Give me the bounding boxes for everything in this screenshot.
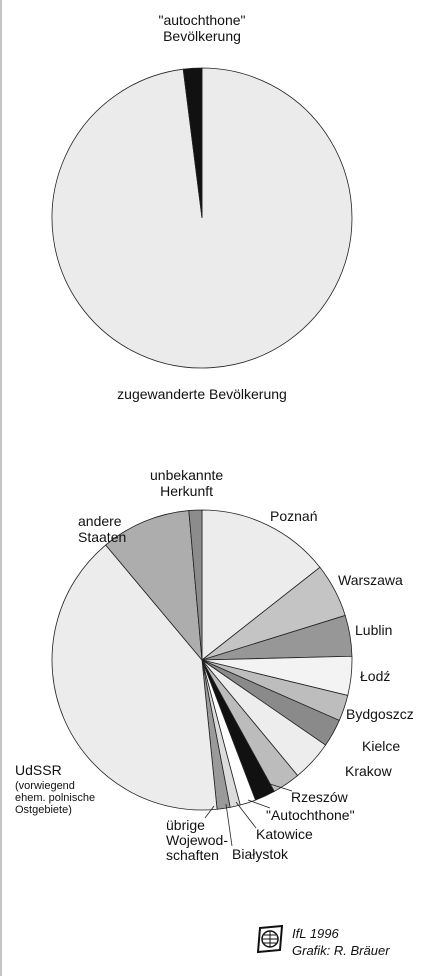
credit: IfL 1996 [292, 926, 339, 941]
slice-label: Białystok [232, 846, 289, 862]
slice-label: Łodź [360, 668, 391, 684]
slice-label: Poznań [270, 508, 318, 524]
logo [256, 924, 284, 954]
slice-label: Katowice [256, 826, 313, 842]
pie-slice [51, 544, 218, 811]
slice-label: UdSSR [15, 762, 62, 778]
slice-label: Bydgoszcz [346, 706, 414, 722]
slice-label: Warszawa [338, 572, 403, 588]
slice-label: andere Staaten [78, 513, 127, 545]
annotation: (vorwiegend ehem. polnische Ostgebiete) [15, 780, 96, 816]
slice-label: Rzeszów [291, 789, 348, 805]
leader-line [247, 799, 271, 809]
leader-line [269, 783, 293, 792]
slice-label: "Autochthone" [266, 807, 355, 823]
pie-slice [105, 510, 203, 662]
slice-label: Krakow [345, 763, 392, 779]
leader-line [225, 803, 233, 847]
pie-slice [201, 509, 321, 661]
slice-label: übrige Wojewod- schaften [166, 817, 228, 863]
slice-label: unbekannte Herkunft [150, 467, 224, 499]
leader-line [235, 801, 257, 829]
leader-line [204, 805, 215, 819]
slice-label: zugewanderte Bevölkerung [117, 386, 287, 402]
slice-label: Kielce [362, 738, 401, 754]
slice-label: Lublin [355, 622, 393, 638]
credit: Grafik: R. Bräuer [292, 943, 390, 958]
pie-slice [188, 509, 203, 661]
slice-label: "autochthone" Bevölkerung [158, 12, 246, 44]
pie-slice [182, 67, 203, 219]
